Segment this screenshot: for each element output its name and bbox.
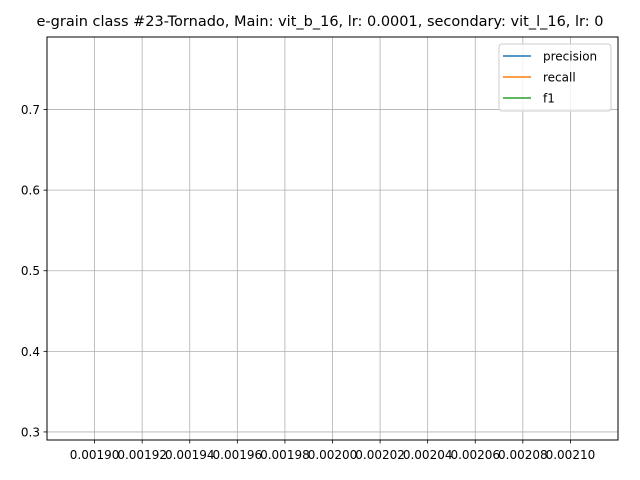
x-tick-label: 0.00200 bbox=[308, 448, 358, 462]
chart-title: e-grain class #23-Tornado, Main: vit_b_1… bbox=[37, 14, 604, 30]
legend-label-f1: f1 bbox=[543, 92, 555, 106]
y-tick-label: 0.3 bbox=[21, 425, 40, 439]
x-tick-label: 0.00198 bbox=[260, 448, 310, 462]
x-tick-label: 0.00204 bbox=[403, 448, 453, 462]
legend-box bbox=[498, 43, 612, 112]
y-tick-label: 0.4 bbox=[21, 345, 40, 359]
x-tick-label: 0.00192 bbox=[117, 448, 167, 462]
legend: precision recall f1 bbox=[498, 43, 612, 112]
legend-label-precision: precision bbox=[543, 50, 597, 64]
legend-label-recall: recall bbox=[543, 71, 576, 85]
y-tick-label: 0.6 bbox=[21, 184, 40, 198]
x-axis: 0.001900.001920.001940.001960.001980.002… bbox=[70, 440, 595, 462]
y-tick-label: 0.5 bbox=[21, 264, 40, 278]
x-tick-label: 0.00206 bbox=[450, 448, 500, 462]
y-axis: 0.3 0.4 0.5 0.6 0.7 bbox=[21, 103, 47, 439]
x-tick-label: 0.00210 bbox=[546, 448, 596, 462]
x-tick-label: 0.00202 bbox=[355, 448, 405, 462]
x-tick-label: 0.00208 bbox=[498, 448, 548, 462]
x-tick-label: 0.00190 bbox=[70, 448, 120, 462]
x-tick-label: 0.00194 bbox=[165, 448, 215, 462]
y-tick-label: 0.7 bbox=[21, 103, 40, 117]
x-tick-label: 0.00196 bbox=[213, 448, 263, 462]
